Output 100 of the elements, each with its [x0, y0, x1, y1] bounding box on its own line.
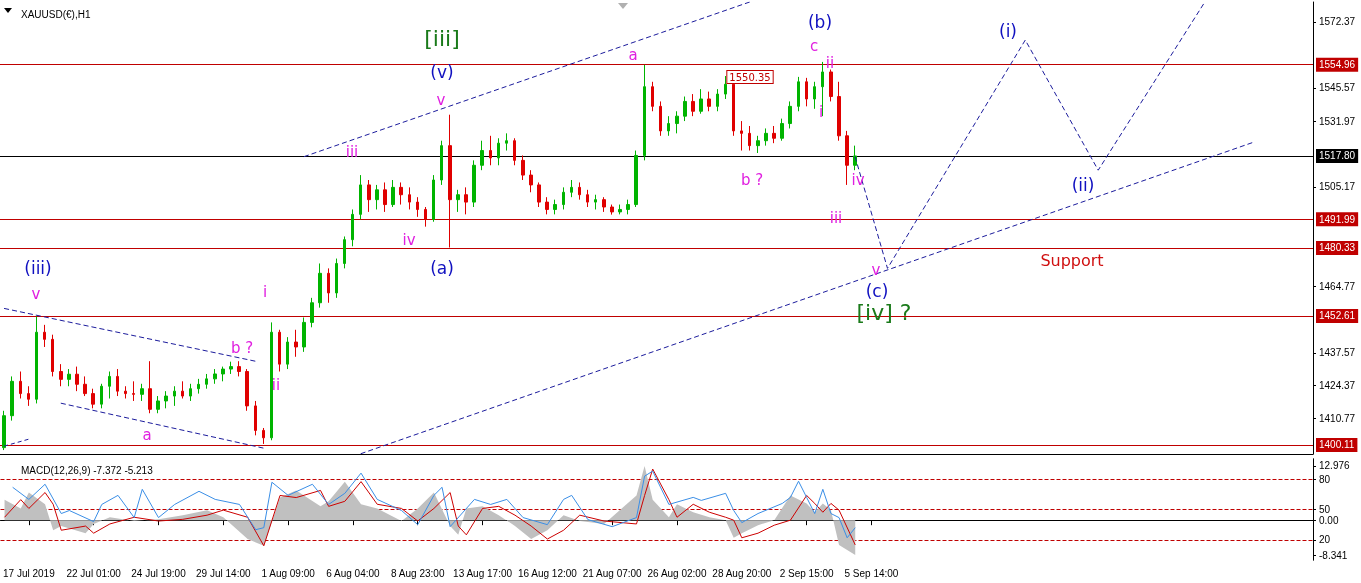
candlestick: [618, 204, 622, 215]
candlestick: [254, 400, 257, 436]
text: MACD(12,26,9) -7.372 -5.213: [21, 464, 154, 476]
candlestick: [197, 378, 200, 395]
candlestick: [27, 385, 30, 407]
candlestick: [659, 100, 662, 137]
candlestick: [602, 196, 606, 213]
candlestick: [586, 189, 589, 208]
candlestick: [383, 181, 387, 213]
annotation: v: [31, 285, 41, 303]
x-tick-label: 5 Sep 14:00: [844, 567, 899, 579]
candlestick: [489, 135, 492, 166]
annotation: (iii): [24, 258, 52, 278]
y-tick-label: 1545.57: [1319, 82, 1356, 94]
y-tick-label: -8.341: [1319, 549, 1348, 561]
candlestick: [286, 336, 289, 370]
y-tick-label: 1572.37: [1319, 16, 1356, 28]
candlestick: [213, 368, 217, 385]
candlestick: [302, 316, 306, 353]
candlestick: [732, 81, 735, 137]
candlestick: [318, 262, 322, 309]
candlestick: [335, 258, 338, 299]
candlestick: [545, 196, 549, 215]
candlestick: [813, 81, 816, 110]
ref-line-label: 1400.11: [1319, 439, 1355, 451]
candlestick: [456, 189, 460, 213]
x-tick-label: 28 Aug 20:00: [712, 567, 772, 579]
candlestick: [245, 368, 249, 412]
candlestick: [108, 371, 111, 400]
y2-tick-label: 50: [1319, 504, 1331, 515]
candlestick: [67, 368, 71, 387]
candlestick: [505, 132, 508, 152]
candlestick: [837, 81, 841, 142]
x-tick-label: 1 Aug 09:00: [261, 567, 316, 579]
y-tick-label: 1505.17: [1319, 181, 1356, 193]
annotation: Support: [1040, 250, 1104, 270]
candlestick: [310, 297, 314, 328]
ref-line-label: 1491.99: [1319, 213, 1356, 225]
candlestick: [116, 368, 119, 397]
candlestick: [805, 77, 808, 107]
candlestick: [829, 69, 833, 102]
candlestick: [626, 199, 630, 215]
candlestick: [497, 137, 500, 166]
candlestick: [2, 410, 6, 451]
candlestick: [562, 186, 565, 210]
candlestick: [148, 360, 152, 414]
x-tick-label: 13 Aug 17:00: [453, 567, 513, 579]
candlestick: [237, 360, 241, 377]
annotation: a: [142, 426, 152, 444]
candlestick: [480, 140, 484, 171]
candlestick: [651, 81, 654, 112]
annotation: i: [262, 283, 268, 301]
annotation: i: [818, 103, 824, 121]
candlestick: [205, 373, 208, 390]
candlestick: [464, 186, 468, 215]
y-tick-label: 12.976: [1319, 460, 1351, 472]
candlestick: [164, 390, 168, 409]
candlestick: [262, 427, 265, 445]
candlestick: [19, 371, 22, 400]
candlestick: [764, 127, 768, 147]
candlestick: [780, 118, 784, 142]
x-tick-label: 26 Aug 02:00: [647, 567, 707, 579]
candlestick: [140, 383, 144, 402]
candlestick: [10, 375, 14, 422]
candlestick: [691, 93, 695, 117]
annotation: iv: [851, 171, 865, 189]
annotation: (c): [865, 281, 889, 301]
candlestick: [772, 125, 776, 144]
candlestick: [278, 329, 281, 373]
candlestick: [513, 137, 516, 166]
candlestick: [408, 186, 411, 210]
x-tick-label: 6 Aug 04:00: [326, 567, 381, 579]
candlestick: [375, 184, 379, 210]
candlestick: [699, 88, 703, 115]
y-tick-label: 1424.37: [1319, 379, 1356, 391]
candlestick: [35, 316, 38, 404]
candlestick: [359, 174, 362, 220]
text: XAUUSD(€),H1: [21, 8, 91, 20]
y-tick-label: 1437.57: [1319, 347, 1356, 359]
candlestick: [440, 140, 443, 186]
candlestick: [845, 130, 849, 186]
ref-line-label: 1517.80: [1319, 150, 1356, 162]
candlestick: [521, 154, 525, 181]
annotation: (ii): [1071, 175, 1095, 195]
candlestick: [553, 199, 557, 215]
candlestick: [181, 380, 184, 400]
annotation: c: [809, 37, 819, 55]
candlestick: [100, 383, 103, 409]
candlestick: [788, 100, 792, 129]
candlestick: [748, 125, 751, 152]
annotation: [iii]: [424, 25, 460, 51]
candlestick: [707, 91, 711, 112]
candlestick: [229, 361, 233, 375]
candlestick: [391, 179, 395, 208]
candlestick: [724, 75, 727, 100]
y2-tick-label: 80: [1319, 473, 1331, 485]
y-tick-label: 0.00: [1319, 514, 1339, 526]
candlestick: [472, 159, 476, 208]
candlestick: [667, 115, 670, 137]
candlestick: [424, 206, 427, 228]
